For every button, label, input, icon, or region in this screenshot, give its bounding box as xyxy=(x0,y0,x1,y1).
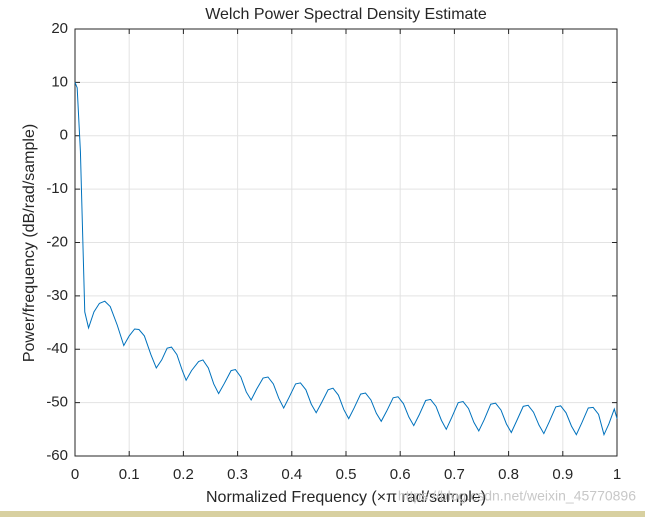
chart-title: Welch Power Spectral Density Estimate xyxy=(205,6,487,23)
y-axis-label: Power/frequency (dB/rad/sample) xyxy=(21,124,38,362)
x-tick-label: 0.7 xyxy=(444,466,465,483)
x-tick-label: 0.4 xyxy=(281,466,302,483)
y-tick-label: -30 xyxy=(46,287,68,304)
x-tick-label: 1 xyxy=(613,466,621,483)
y-tick-label: -20 xyxy=(46,233,68,250)
x-tick-label: 0.1 xyxy=(119,466,140,483)
y-tick-label: 10 xyxy=(51,73,68,90)
y-tick-label: 0 xyxy=(60,127,68,144)
plot-frame xyxy=(74,28,618,457)
y-tick-label: -10 xyxy=(46,180,68,197)
y-tick-label: 20 xyxy=(51,20,68,37)
x-tick-label: 0.9 xyxy=(552,466,573,483)
x-tick-label: 0.8 xyxy=(498,466,519,483)
x-tick-label: 0.5 xyxy=(336,466,357,483)
x-tick-label: 0 xyxy=(71,466,79,483)
y-tick-label: -40 xyxy=(46,340,68,357)
x-tick-label: 0.2 xyxy=(173,466,194,483)
x-tick-label: 0.3 xyxy=(227,466,248,483)
data-line xyxy=(74,82,618,437)
x-axis-label: Normalized Frequency (×π rad/sample) xyxy=(206,489,486,506)
x-tick-label: 0.6 xyxy=(390,466,411,483)
y-tick-label: -60 xyxy=(46,447,68,464)
watermark: https://blog.csdn.net/weixin_45770896 xyxy=(398,488,636,504)
taskbar-strip xyxy=(0,511,645,517)
y-tick-label: -50 xyxy=(46,394,68,411)
